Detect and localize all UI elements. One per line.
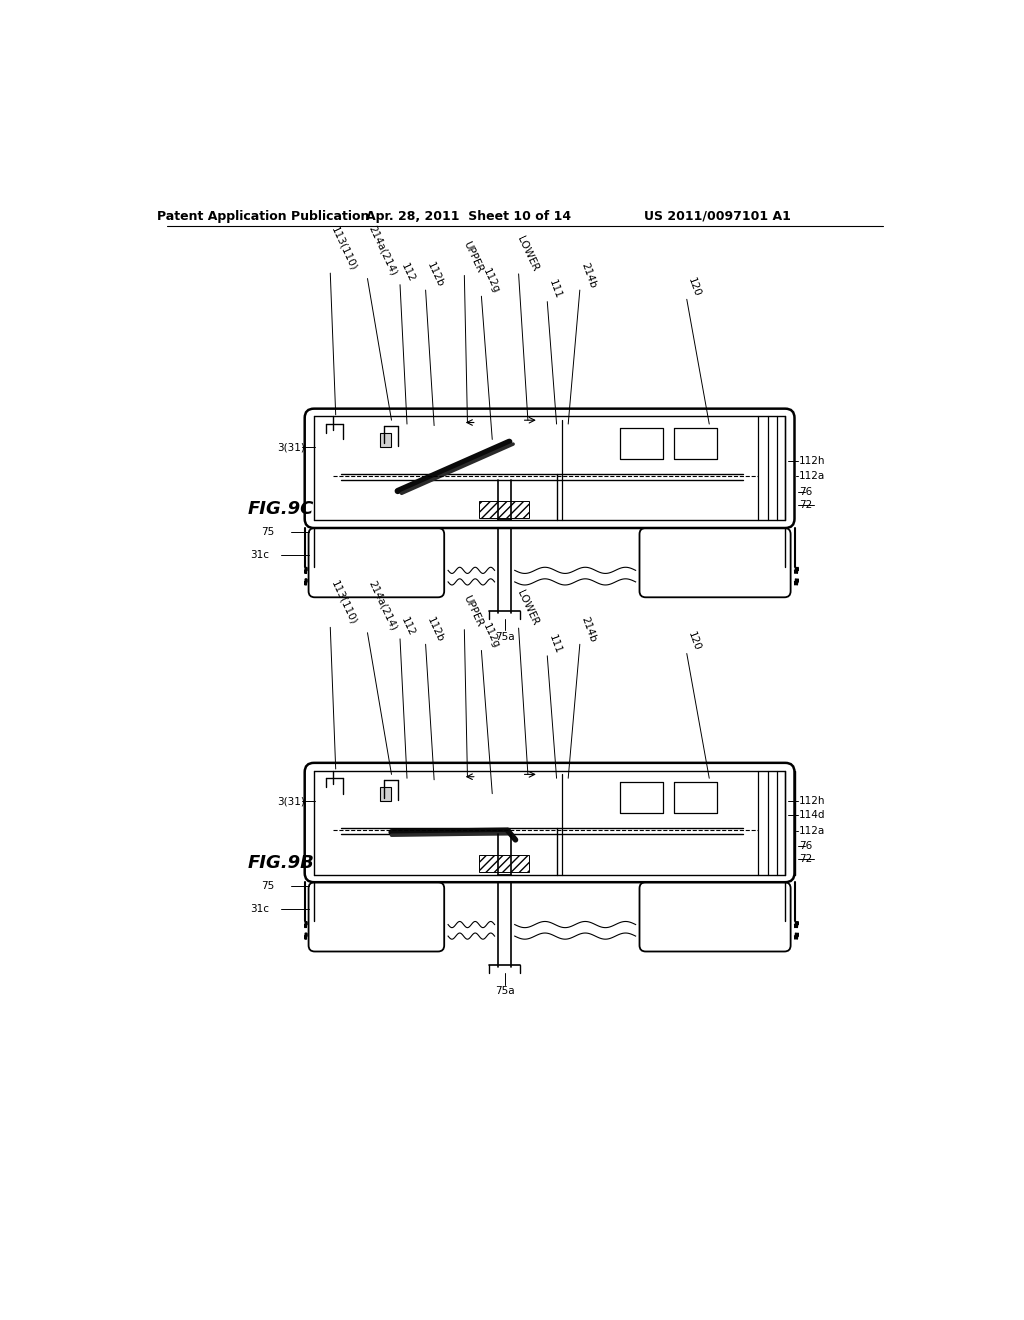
Bar xyxy=(380,433,391,447)
Text: 31c: 31c xyxy=(251,904,269,915)
Text: 112b: 112b xyxy=(425,261,445,289)
Text: UPPER: UPPER xyxy=(461,594,484,628)
Text: 112h: 112h xyxy=(799,455,825,466)
Text: 75: 75 xyxy=(261,527,274,537)
Text: 112: 112 xyxy=(399,261,417,284)
Text: 3(31): 3(31) xyxy=(276,796,305,807)
Text: 113(110): 113(110) xyxy=(330,579,358,627)
Text: 76: 76 xyxy=(799,841,812,851)
Text: 114d: 114d xyxy=(799,810,825,820)
Text: 31c: 31c xyxy=(251,550,269,560)
Text: 111: 111 xyxy=(547,634,563,655)
Text: 112b: 112b xyxy=(425,615,445,644)
Text: 72: 72 xyxy=(799,500,812,510)
Text: Apr. 28, 2011  Sheet 10 of 14: Apr. 28, 2011 Sheet 10 of 14 xyxy=(367,210,571,223)
Text: FIG.9B: FIG.9B xyxy=(248,854,315,873)
Text: 112: 112 xyxy=(399,616,417,638)
Text: LOWER: LOWER xyxy=(515,234,541,272)
Bar xyxy=(380,788,391,801)
Text: 214a(214): 214a(214) xyxy=(367,224,398,277)
Bar xyxy=(479,502,529,517)
Bar xyxy=(479,855,529,873)
Text: 120: 120 xyxy=(686,631,702,653)
Text: 72: 72 xyxy=(799,854,812,865)
Text: UPPER: UPPER xyxy=(461,239,484,275)
Text: 75a: 75a xyxy=(495,986,514,997)
Text: 120: 120 xyxy=(686,277,702,298)
Text: 112a: 112a xyxy=(799,825,825,836)
Text: 214b: 214b xyxy=(579,261,598,289)
Text: Patent Application Publication: Patent Application Publication xyxy=(158,210,370,223)
Text: 214a(214): 214a(214) xyxy=(367,578,398,632)
Text: 76: 76 xyxy=(799,487,812,496)
Text: 75: 75 xyxy=(261,880,274,891)
Text: 113(110): 113(110) xyxy=(330,224,358,272)
Text: 214b: 214b xyxy=(579,615,598,644)
Text: 112a: 112a xyxy=(799,471,825,482)
Text: 112g: 112g xyxy=(480,622,501,649)
Text: FIG.9C: FIG.9C xyxy=(248,500,314,517)
Text: 112g: 112g xyxy=(480,267,501,296)
Text: 112h: 112h xyxy=(799,796,825,807)
Text: US 2011/0097101 A1: US 2011/0097101 A1 xyxy=(643,210,791,223)
Text: 75a: 75a xyxy=(495,632,514,642)
Text: LOWER: LOWER xyxy=(515,589,541,627)
Text: 3(31): 3(31) xyxy=(276,442,305,453)
Text: 111: 111 xyxy=(547,279,563,301)
